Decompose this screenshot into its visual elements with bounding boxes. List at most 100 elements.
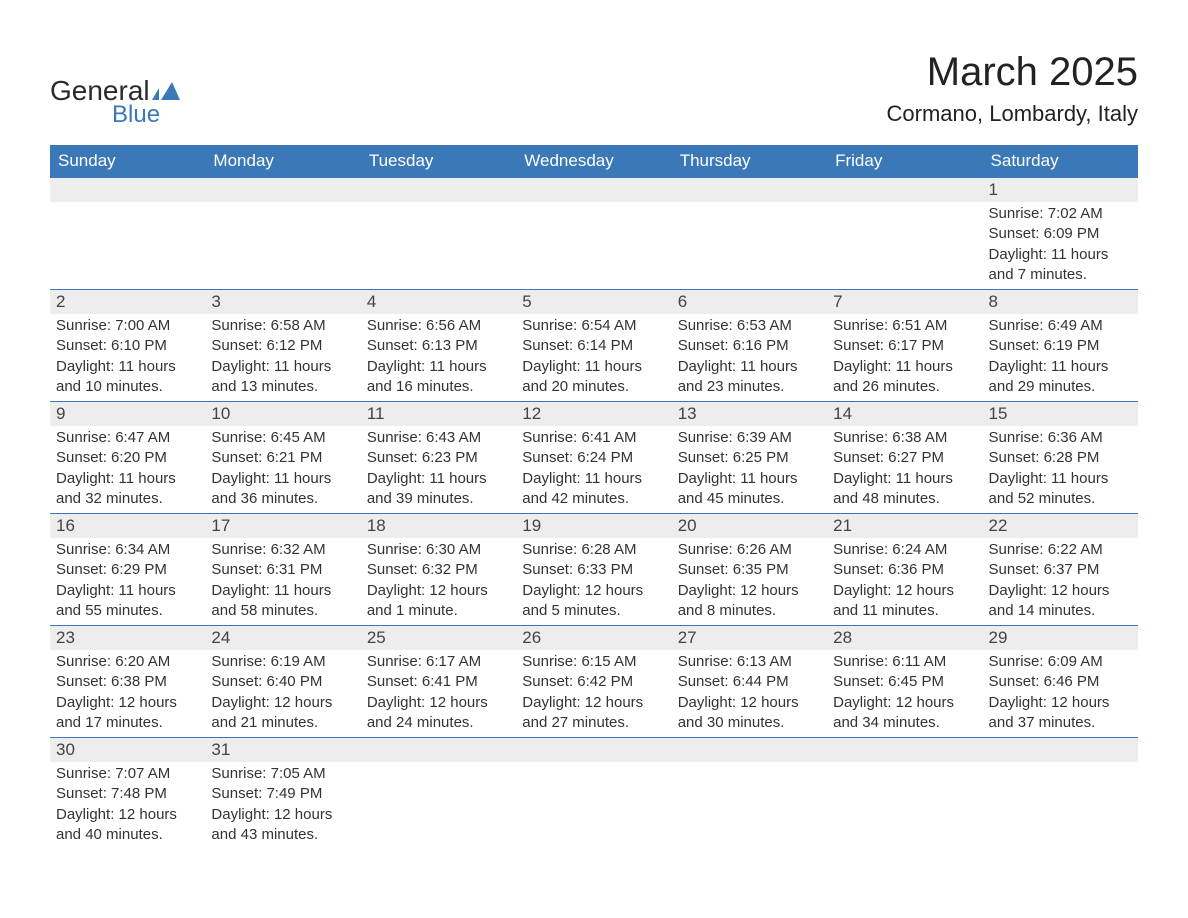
day-body	[827, 762, 982, 788]
day-daylight1: Daylight: 11 hours	[211, 357, 354, 377]
day-cell	[827, 177, 982, 202]
day-cell: Sunrise: 6:19 AMSunset: 6:40 PMDaylight:…	[205, 650, 360, 737]
day-body	[361, 202, 516, 228]
day-body: Sunrise: 6:28 AMSunset: 6:33 PMDaylight:…	[516, 538, 671, 625]
day-body	[827, 202, 982, 228]
day-cell	[827, 202, 982, 289]
day-cell: Sunrise: 6:28 AMSunset: 6:33 PMDaylight:…	[516, 538, 671, 625]
day-body	[672, 202, 827, 228]
day-number	[361, 737, 516, 762]
day-body	[672, 762, 827, 788]
day-daylight1: Daylight: 11 hours	[56, 581, 199, 601]
day-cell: Sunrise: 6:41 AMSunset: 6:24 PMDaylight:…	[516, 426, 671, 513]
day-daylight1: Daylight: 11 hours	[833, 357, 976, 377]
day-number	[50, 177, 205, 202]
day-sunrise: Sunrise: 6:15 AM	[522, 652, 665, 672]
day-cell	[205, 177, 360, 202]
day-cell: Sunrise: 6:24 AMSunset: 6:36 PMDaylight:…	[827, 538, 982, 625]
day-cell: 18	[361, 513, 516, 538]
day-cell: 6	[672, 289, 827, 314]
day-sunset: Sunset: 6:13 PM	[367, 336, 510, 356]
day-body: Sunrise: 6:20 AMSunset: 6:38 PMDaylight:…	[50, 650, 205, 737]
day-number: 22	[983, 513, 1138, 538]
day-number: 9	[50, 401, 205, 426]
day-body: Sunrise: 6:32 AMSunset: 6:31 PMDaylight:…	[205, 538, 360, 625]
day-sunset: Sunset: 7:48 PM	[56, 784, 199, 804]
day-daylight2: and 43 minutes.	[211, 825, 354, 845]
day-daylight2: and 37 minutes.	[989, 713, 1132, 733]
week-daynum-row: 3031	[50, 737, 1138, 762]
day-sunrise: Sunrise: 6:34 AM	[56, 540, 199, 560]
day-daylight2: and 52 minutes.	[989, 489, 1132, 509]
header: General Blue March 2025 Cormano, Lombard…	[50, 50, 1138, 135]
day-cell: 17	[205, 513, 360, 538]
day-sunset: Sunset: 6:31 PM	[211, 560, 354, 580]
day-cell: Sunrise: 6:56 AMSunset: 6:13 PMDaylight:…	[361, 314, 516, 401]
day-sunrise: Sunrise: 6:20 AM	[56, 652, 199, 672]
day-daylight2: and 29 minutes.	[989, 377, 1132, 397]
day-sunset: Sunset: 6:32 PM	[367, 560, 510, 580]
day-body: Sunrise: 6:15 AMSunset: 6:42 PMDaylight:…	[516, 650, 671, 737]
day-sunset: Sunset: 6:44 PM	[678, 672, 821, 692]
day-body: Sunrise: 6:34 AMSunset: 6:29 PMDaylight:…	[50, 538, 205, 625]
day-cell: 2	[50, 289, 205, 314]
day-daylight1: Daylight: 12 hours	[678, 581, 821, 601]
day-cell: Sunrise: 6:30 AMSunset: 6:32 PMDaylight:…	[361, 538, 516, 625]
day-cell: 29	[983, 625, 1138, 650]
day-sunset: Sunset: 6:21 PM	[211, 448, 354, 468]
day-number: 5	[516, 289, 671, 314]
day-cell: Sunrise: 6:32 AMSunset: 6:31 PMDaylight:…	[205, 538, 360, 625]
day-sunset: Sunset: 6:25 PM	[678, 448, 821, 468]
day-body: Sunrise: 7:07 AMSunset: 7:48 PMDaylight:…	[50, 762, 205, 849]
day-daylight2: and 13 minutes.	[211, 377, 354, 397]
day-cell: Sunrise: 6:45 AMSunset: 6:21 PMDaylight:…	[205, 426, 360, 513]
day-number: 7	[827, 289, 982, 314]
day-sunset: Sunset: 6:41 PM	[367, 672, 510, 692]
day-cell	[361, 177, 516, 202]
week-daynum-row: 1	[50, 177, 1138, 202]
day-number	[827, 177, 982, 202]
day-sunrise: Sunrise: 7:07 AM	[56, 764, 199, 784]
day-header: Monday	[205, 145, 360, 177]
day-number: 30	[50, 737, 205, 762]
day-sunrise: Sunrise: 6:13 AM	[678, 652, 821, 672]
day-number: 1	[983, 177, 1138, 202]
day-number: 13	[672, 401, 827, 426]
day-daylight2: and 45 minutes.	[678, 489, 821, 509]
day-body: Sunrise: 6:54 AMSunset: 6:14 PMDaylight:…	[516, 314, 671, 401]
day-sunrise: Sunrise: 6:38 AM	[833, 428, 976, 448]
day-cell: Sunrise: 6:43 AMSunset: 6:23 PMDaylight:…	[361, 426, 516, 513]
day-number: 31	[205, 737, 360, 762]
day-cell	[361, 202, 516, 289]
day-body: Sunrise: 6:58 AMSunset: 6:12 PMDaylight:…	[205, 314, 360, 401]
day-daylight1: Daylight: 11 hours	[678, 357, 821, 377]
day-sunrise: Sunrise: 6:30 AM	[367, 540, 510, 560]
day-sunrise: Sunrise: 6:28 AM	[522, 540, 665, 560]
day-cell: Sunrise: 7:07 AMSunset: 7:48 PMDaylight:…	[50, 762, 205, 849]
day-cell: 7	[827, 289, 982, 314]
day-number: 23	[50, 625, 205, 650]
day-daylight1: Daylight: 12 hours	[56, 805, 199, 825]
day-cell	[361, 762, 516, 849]
day-cell: Sunrise: 6:54 AMSunset: 6:14 PMDaylight:…	[516, 314, 671, 401]
day-cell	[205, 202, 360, 289]
day-cell	[672, 202, 827, 289]
day-daylight2: and 58 minutes.	[211, 601, 354, 621]
day-cell: Sunrise: 6:53 AMSunset: 6:16 PMDaylight:…	[672, 314, 827, 401]
day-number: 27	[672, 625, 827, 650]
day-sunrise: Sunrise: 6:58 AM	[211, 316, 354, 336]
day-daylight2: and 23 minutes.	[678, 377, 821, 397]
day-daylight2: and 5 minutes.	[522, 601, 665, 621]
day-daylight2: and 8 minutes.	[678, 601, 821, 621]
day-daylight1: Daylight: 12 hours	[211, 693, 354, 713]
day-body	[516, 762, 671, 788]
day-daylight1: Daylight: 11 hours	[522, 357, 665, 377]
day-number: 29	[983, 625, 1138, 650]
day-sunrise: Sunrise: 7:02 AM	[989, 204, 1132, 224]
day-daylight2: and 48 minutes.	[833, 489, 976, 509]
day-body: Sunrise: 7:00 AMSunset: 6:10 PMDaylight:…	[50, 314, 205, 401]
week-body-row: Sunrise: 6:47 AMSunset: 6:20 PMDaylight:…	[50, 426, 1138, 513]
day-sunrise: Sunrise: 6:47 AM	[56, 428, 199, 448]
day-sunrise: Sunrise: 6:09 AM	[989, 652, 1132, 672]
day-number: 2	[50, 289, 205, 314]
